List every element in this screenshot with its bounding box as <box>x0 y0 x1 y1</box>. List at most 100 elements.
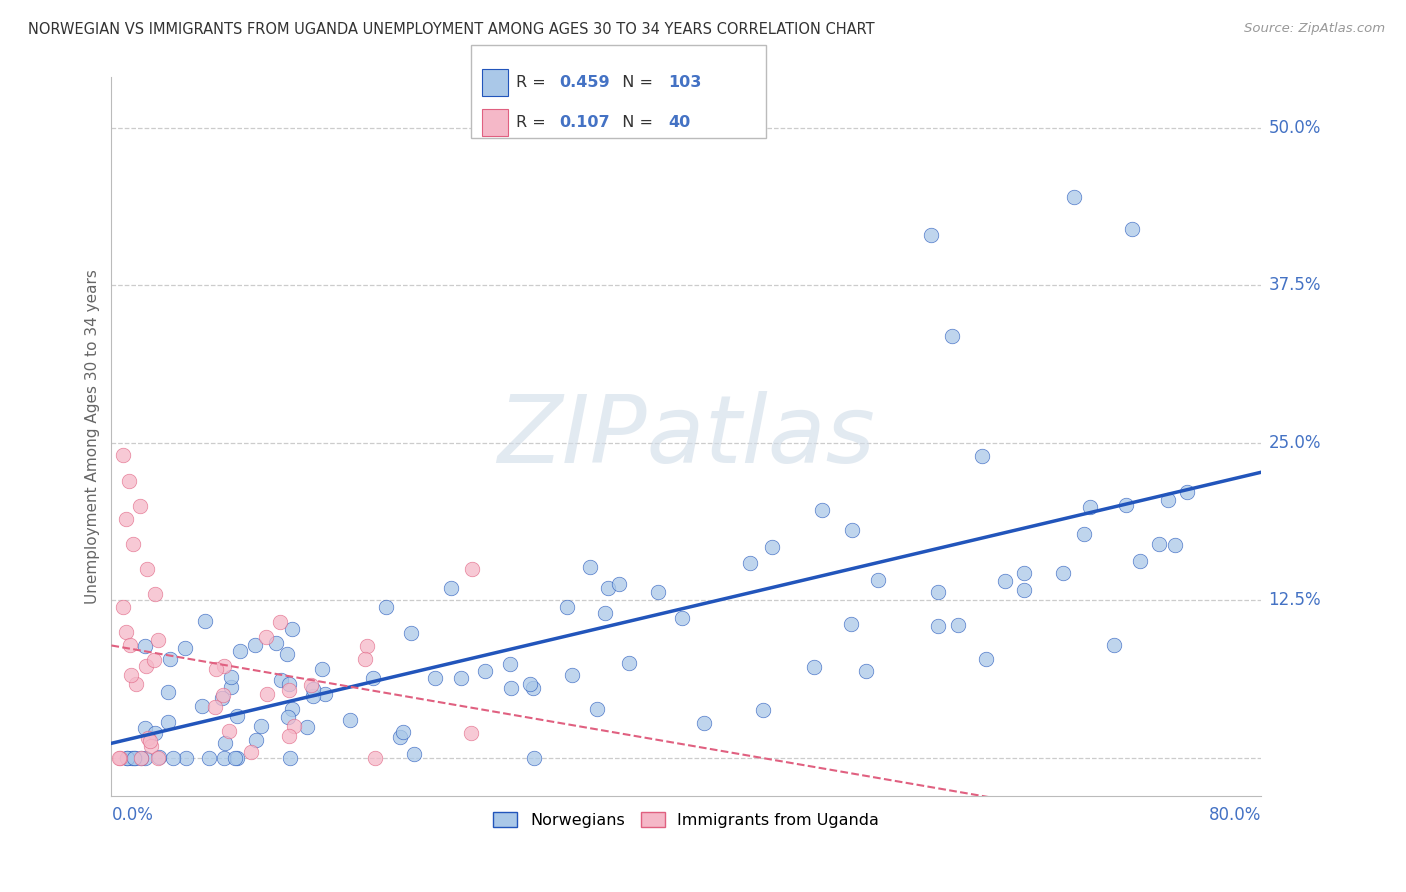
Point <box>211 690 233 705</box>
Point <box>277 710 299 724</box>
Point <box>225 708 247 723</box>
Point <box>841 523 863 537</box>
Point <box>301 689 323 703</box>
Point <box>404 747 426 761</box>
Point <box>221 670 243 684</box>
Point <box>278 730 301 744</box>
Point <box>1121 221 1143 235</box>
Point <box>276 647 298 661</box>
Point <box>218 724 240 739</box>
Point <box>752 703 775 717</box>
Point <box>501 681 523 695</box>
Point <box>212 659 235 673</box>
Point <box>226 751 249 765</box>
Point <box>1078 500 1101 515</box>
Text: 80.0%: 80.0% <box>1209 805 1261 824</box>
Point <box>354 652 377 666</box>
Point <box>118 474 141 488</box>
Point <box>974 651 997 665</box>
Point <box>299 678 322 692</box>
Point <box>579 560 602 574</box>
Point <box>994 574 1017 588</box>
Y-axis label: Unemployment Among Ages 30 to 34 years: Unemployment Among Ages 30 to 34 years <box>86 269 100 604</box>
Text: N =: N = <box>612 75 658 90</box>
Point <box>522 751 544 765</box>
Point <box>647 585 669 599</box>
Point <box>122 537 145 551</box>
Point <box>314 687 336 701</box>
Text: R =: R = <box>516 75 551 90</box>
Point <box>256 687 278 701</box>
Point <box>197 751 219 765</box>
Point <box>269 615 291 629</box>
Point <box>134 721 156 735</box>
Point <box>221 680 243 694</box>
Point <box>245 733 267 747</box>
Point <box>214 735 236 749</box>
Point <box>159 652 181 666</box>
Point <box>920 227 942 242</box>
Point <box>120 668 142 682</box>
Point <box>243 638 266 652</box>
Point <box>1102 638 1125 652</box>
Point <box>143 587 166 601</box>
Text: 50.0%: 50.0% <box>1268 119 1320 136</box>
Point <box>194 614 217 628</box>
Point <box>148 750 170 764</box>
Point <box>131 751 153 765</box>
Point <box>301 681 323 696</box>
Point <box>1129 554 1152 568</box>
Point <box>139 739 162 754</box>
Point <box>143 653 166 667</box>
Point <box>803 660 825 674</box>
Point <box>586 702 609 716</box>
Point <box>399 626 422 640</box>
Point <box>1175 485 1198 500</box>
Text: R =: R = <box>516 115 551 129</box>
Text: 0.107: 0.107 <box>560 115 610 129</box>
Point <box>522 681 544 695</box>
Text: ZIPatlas: ZIPatlas <box>498 391 876 482</box>
Point <box>270 673 292 688</box>
Point <box>122 751 145 765</box>
Point <box>617 656 640 670</box>
Point <box>339 713 361 727</box>
Point <box>595 607 617 621</box>
Text: 25.0%: 25.0% <box>1268 434 1322 452</box>
Point <box>212 751 235 765</box>
Point <box>129 499 152 513</box>
Point <box>205 662 228 676</box>
Point <box>499 657 522 671</box>
Legend: Norwegians, Immigrants from Uganda: Norwegians, Immigrants from Uganda <box>486 806 886 834</box>
Point <box>254 630 277 644</box>
Point <box>356 640 378 654</box>
Point <box>146 751 169 765</box>
Point <box>281 702 304 716</box>
Point <box>174 751 197 765</box>
Point <box>1147 537 1170 551</box>
Point <box>295 719 318 733</box>
Point <box>1156 493 1178 508</box>
Point <box>1014 566 1036 580</box>
Point <box>190 698 212 713</box>
Point <box>134 751 156 765</box>
Point <box>115 751 138 765</box>
Point <box>388 730 411 744</box>
Point <box>972 449 994 463</box>
Point <box>1073 527 1095 541</box>
Point <box>1052 566 1074 581</box>
Point <box>228 643 250 657</box>
Point <box>927 585 949 599</box>
Point <box>114 624 136 639</box>
Point <box>374 599 396 614</box>
Text: Source: ZipAtlas.com: Source: ZipAtlas.com <box>1244 22 1385 36</box>
Point <box>212 688 235 702</box>
Point <box>519 677 541 691</box>
Point <box>111 599 134 614</box>
Point <box>114 511 136 525</box>
Point <box>1163 539 1185 553</box>
Point <box>311 662 333 676</box>
Point <box>136 562 159 576</box>
Text: 12.5%: 12.5% <box>1268 591 1322 609</box>
Point <box>596 582 619 596</box>
